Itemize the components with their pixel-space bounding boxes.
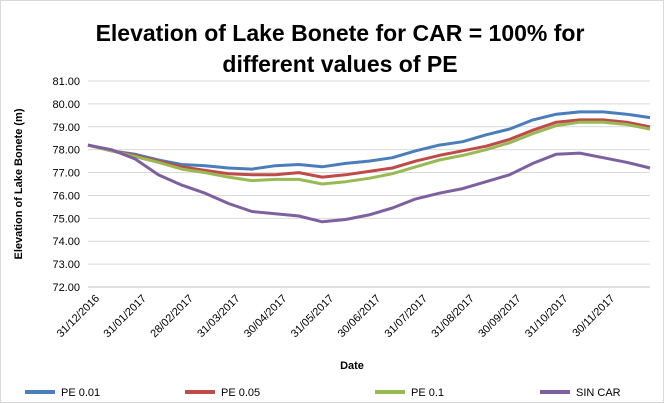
chart-title: Elevation of Lake Bonete for CAR = 100% … — [95, 20, 585, 77]
legend-label: PE 0.05 — [221, 387, 260, 399]
y-tick-label: 73.00 — [52, 259, 80, 271]
legend-label: PE 0.01 — [61, 387, 100, 399]
y-tick-label: 81.00 — [52, 76, 80, 88]
legend-label: PE 0.1 — [411, 387, 444, 399]
series-line — [87, 120, 651, 186]
series-line — [87, 143, 651, 224]
series-line — [87, 118, 651, 179]
y-tick-label: 79.00 — [52, 122, 80, 134]
legend-label: SIN CAR — [576, 387, 621, 399]
y-axis-label: Elevation of Lake Bonete (m) — [13, 108, 25, 259]
y-tick-label: 75.00 — [52, 213, 80, 225]
y-tick-label: 80.00 — [52, 99, 80, 111]
x-axis-label: Date — [340, 360, 364, 372]
y-tick-label: 78.00 — [52, 145, 80, 157]
y-tick-label: 76.00 — [52, 190, 80, 202]
y-tick-label: 77.00 — [52, 168, 80, 180]
y-tick-label: 74.00 — [52, 236, 80, 248]
y-tick-label: 72.00 — [52, 282, 80, 294]
series-line — [87, 110, 651, 171]
